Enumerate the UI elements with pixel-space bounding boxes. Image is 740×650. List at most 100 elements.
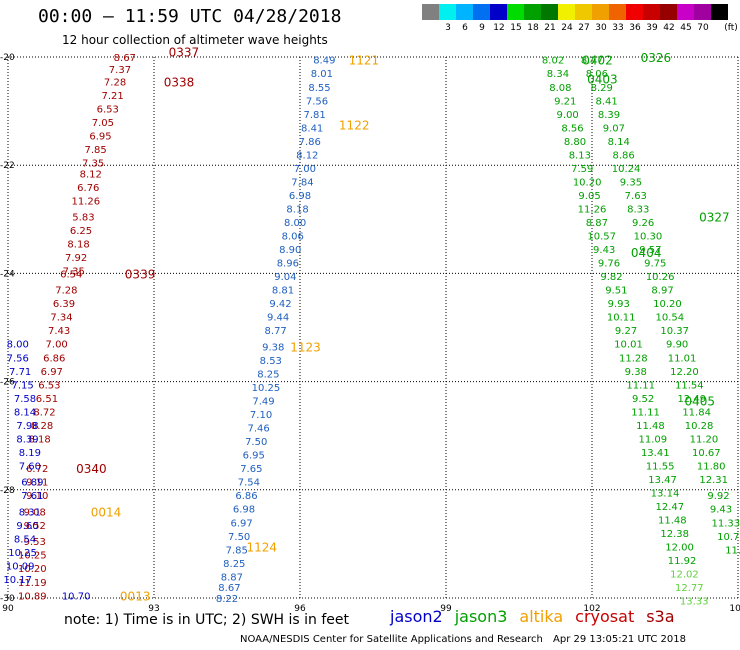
time-label: 0326 (641, 51, 672, 65)
swh-value-label: 7.60 (19, 461, 41, 472)
swh-value-label: 7.28 (55, 286, 77, 297)
swh-value-label: 11.54 (675, 380, 704, 391)
swh-value-label: 13.47 (648, 475, 677, 486)
swh-value-label: 7.46 (248, 424, 270, 435)
scale-swatch (439, 4, 456, 20)
swh-value-label: 9.04 (274, 272, 296, 283)
swh-value-label: 8.97 (651, 286, 673, 297)
scale-label: 70 (697, 23, 709, 33)
scale-label: 24 (561, 23, 573, 33)
swh-value-label: 8.08 (549, 83, 571, 94)
swh-value-label: 8.49 (313, 56, 335, 67)
scale-swatch (524, 4, 541, 20)
swh-value-label: 8.18 (67, 240, 89, 251)
swh-value-label: 8.00 (284, 218, 306, 229)
time-label: 1122 (339, 119, 370, 133)
swh-value-label: 10.09 (6, 562, 35, 573)
swh-value-label: 9.26 (632, 218, 654, 229)
swh-value-label: 10.70 (62, 591, 91, 602)
scale-label: 6 (462, 23, 468, 33)
swh-value-label: 10.54 (656, 313, 685, 324)
scale-label: 36 (629, 23, 641, 33)
swh-value-label: 6.25 (70, 226, 92, 237)
swh-value-label: 8.12 (296, 150, 318, 161)
swh-value-label: 8.72 (33, 407, 55, 418)
swh-value-label: 10.17 (3, 575, 32, 586)
scale-label: 39 (646, 23, 658, 33)
swh-value-label: 9.42 (269, 299, 291, 310)
scale-label: 45 (680, 23, 692, 33)
swh-value-label: 8.39 (16, 434, 38, 445)
scale-label: 27 (578, 23, 590, 33)
scale-swatch (422, 4, 439, 20)
swh-value-label: 8.31 (19, 507, 41, 518)
swh-value-label: 6.86 (43, 353, 65, 364)
y-tick-label: -30 (0, 594, 15, 604)
x-tick-label: 93 (148, 604, 159, 614)
swh-value-label: 9.82 (600, 272, 622, 283)
swh-value-label: 9.93 (608, 299, 630, 310)
time-label: 0404 (631, 246, 662, 260)
swh-value-label: 9.35 (620, 177, 642, 188)
legend-entry: cryosat (575, 607, 635, 626)
swh-value-label: 8.18 (286, 204, 308, 215)
swh-value-label: 11.01 (668, 353, 697, 364)
time-label: 1121 (349, 54, 380, 68)
scale-label: 12 (493, 23, 505, 33)
credit-line: NOAA/NESDIS Center for Satellite Applica… (240, 634, 543, 645)
swh-value-label: 7.21 (102, 91, 124, 102)
swh-value-label: 8.67 (218, 583, 240, 594)
swh-value-label: 7.59 (571, 164, 593, 175)
swh-value-label: 6.95 (243, 451, 265, 462)
swh-value-label: 7.85 (226, 545, 248, 556)
swh-value-label: 11.11 (626, 380, 655, 391)
swh-value-label: 8.41 (301, 123, 323, 134)
swh-value-label: 11.55 (646, 461, 675, 472)
swh-value-label: 8.87 (586, 218, 608, 229)
swh-value-label: 11.33 (712, 518, 740, 529)
scale-label: 42 (663, 23, 675, 33)
swh-value-label: 9.07 (603, 123, 625, 134)
swh-value-label: 8.41 (595, 96, 617, 107)
swh-value-label: 8.22 (216, 594, 238, 605)
swh-value-label: 10.89 (18, 591, 47, 602)
x-tick-label: 96 (294, 604, 306, 614)
scale-swatch (558, 4, 575, 20)
swh-value-label: 9.90 (666, 340, 688, 351)
swh-value-label: 10.67 (692, 448, 721, 459)
time-label: 0338 (164, 75, 195, 89)
swh-value-label: 8.53 (260, 356, 282, 367)
y-tick-label: -28 (0, 486, 15, 496)
swh-value-label: 8.87 (221, 572, 243, 583)
swh-value-label: 12.38 (660, 529, 689, 540)
swh-value-label: 8.25 (257, 369, 279, 380)
swh-value-label: 12.00 (665, 543, 694, 554)
swh-value-label: 8.13 (569, 150, 591, 161)
swh-value-label: 10.25 (8, 548, 37, 559)
x-tick-label: 102 (583, 604, 600, 614)
swh-value-label: 12.02 (670, 570, 699, 581)
scale-swatch (694, 4, 711, 20)
legend-entry: jason2 (390, 607, 443, 626)
swh-value-label: 9.60 (16, 521, 38, 532)
scale-swatch (490, 4, 507, 20)
swh-value-label: 11. (725, 545, 740, 556)
scale-swatch (660, 4, 677, 20)
swh-value-label: 8.29 (591, 83, 613, 94)
swh-value-label: 6.97 (230, 518, 252, 529)
scale-swatch (507, 4, 524, 20)
swh-value-label: 8.00 (7, 340, 29, 351)
swh-value-label: 8.55 (308, 83, 330, 94)
swh-value-label: 8.77 (581, 56, 603, 67)
scale-label: 21 (544, 23, 556, 33)
scale-label: 30 (595, 23, 607, 33)
time-label: 0337 (169, 46, 200, 60)
swh-value-label: 10.37 (660, 326, 689, 337)
swh-value-label: 11.09 (639, 434, 668, 445)
swh-value-label: 11.80 (697, 461, 726, 472)
scale-swatch (575, 4, 592, 20)
swh-value-label: 11.26 (72, 196, 101, 207)
scale-unit: (ft) (724, 23, 738, 33)
swh-value-label: 8.14 (14, 407, 36, 418)
